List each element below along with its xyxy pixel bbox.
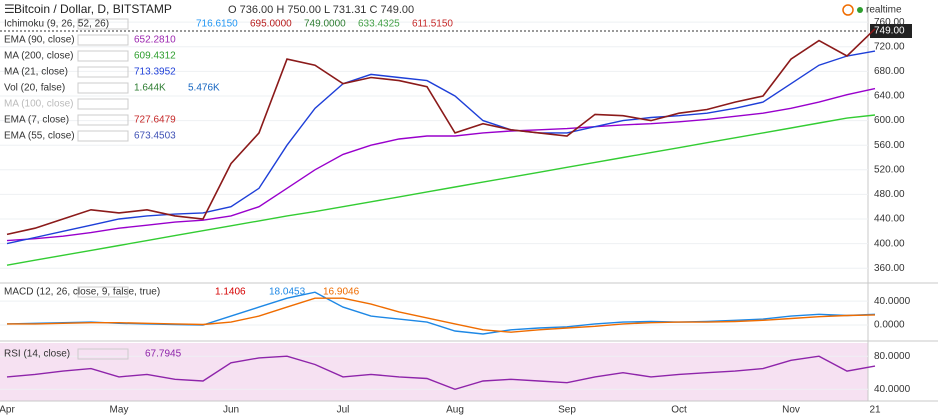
indicator-value: 67.7945 [145, 349, 182, 360]
indicator-controls [77, 130, 129, 142]
indicator-controls [77, 114, 129, 126]
indicator-controls [77, 50, 129, 62]
series-line [6, 114, 876, 266]
indicator-name: Ichimoku (9, 26, 52, 26) [4, 19, 109, 30]
indicator-value: 18.0453 [269, 287, 306, 298]
ohlc: O 736.00 H 750.00 L 731.31 C 749.00 [228, 4, 414, 16]
indicator-controls [77, 348, 129, 360]
indicator-value: 727.6479 [134, 115, 176, 126]
indicator-value: 749.0000 [304, 19, 346, 30]
indicator-name: MACD (12, 26, close, 9, false, true) [4, 287, 160, 298]
indicator-controls [77, 98, 129, 110]
y-tick-label: 680.00 [874, 66, 905, 77]
status-dot [857, 7, 863, 13]
y-tick-label: 400.00 [874, 238, 905, 249]
last-price-box [870, 24, 912, 38]
y-tick-label: 720.00 [874, 41, 905, 52]
indicator-name: EMA (7, close) [4, 115, 69, 126]
x-tick-label: May [110, 405, 129, 416]
indicator-name: RSI (14, close) [4, 349, 70, 360]
indicator-value: 1.644K [134, 83, 166, 94]
indicator-value: 695.0000 [250, 19, 292, 30]
last-price: 749.00 [874, 26, 905, 37]
indicator-controls [77, 34, 129, 46]
y-tick-label: 80.0000 [874, 351, 911, 362]
y-tick-label: 0.0000 [874, 320, 905, 331]
y-tick-label: 360.00 [874, 263, 905, 274]
series-line [6, 50, 876, 245]
series-line [7, 297, 876, 333]
indicator-name: EMA (90, close) [4, 35, 75, 46]
indicator-controls [77, 18, 129, 30]
x-tick-label: Sep [558, 405, 576, 416]
indicator-name: MA (100, close) [4, 99, 73, 110]
indicator-value: 633.4325 [358, 19, 400, 30]
indicator-name: Vol (20, false) [4, 83, 65, 94]
alert-icon[interactable] [842, 4, 854, 16]
indicator-value: 16.9046 [323, 287, 360, 298]
indicator-name: MA (21, close) [4, 67, 68, 78]
y-tick-label: 600.00 [874, 115, 905, 126]
x-tick-label: Oct [671, 405, 687, 416]
y-tick-label: 640.00 [874, 91, 905, 102]
y-tick-label: 40.0000 [874, 296, 911, 307]
indicator-value: 652.2810 [134, 35, 176, 46]
status: realtime [866, 5, 902, 16]
series-line [6, 28, 876, 236]
indicator-value: 609.4312 [134, 51, 176, 62]
y-tick-label: 480.00 [874, 189, 905, 200]
y-tick-label: 760.00 [874, 17, 905, 28]
symbol-title: Bitcoin / Dollar, D, BITSTAMP [14, 2, 172, 16]
y-tick-label: 560.00 [874, 140, 905, 151]
indicator-value: 673.4503 [134, 131, 176, 142]
y-tick-label: 440.00 [874, 214, 905, 225]
x-tick-label: Nov [782, 405, 800, 416]
indicator-value: 5.476K [188, 83, 220, 94]
x-tick-label: Aug [446, 405, 464, 416]
series-line [6, 355, 876, 391]
indicator-controls [77, 66, 129, 78]
indicator-controls [77, 82, 129, 94]
series-line [6, 87, 876, 242]
indicator-value: 716.6150 [196, 19, 238, 30]
rsi-band [0, 343, 868, 401]
y-tick-label: 520.00 [874, 164, 905, 175]
x-tick-label: 21 [869, 405, 881, 416]
x-tick-label: Jun [223, 405, 239, 416]
y-tick-label: 40.0000 [874, 384, 911, 395]
indicator-name: MA (200, close) [4, 51, 73, 62]
indicator-controls [77, 286, 129, 298]
indicator-name: EMA (55, close) [4, 131, 75, 142]
indicator-value: 611.5150 [412, 19, 453, 30]
x-tick-label: Jul [337, 405, 350, 416]
indicator-value: 713.3952 [134, 67, 176, 78]
indicator-value: 1.1406 [215, 287, 246, 298]
x-tick-label: Apr [0, 405, 15, 416]
menu-icon[interactable]: ☰ [4, 2, 15, 16]
